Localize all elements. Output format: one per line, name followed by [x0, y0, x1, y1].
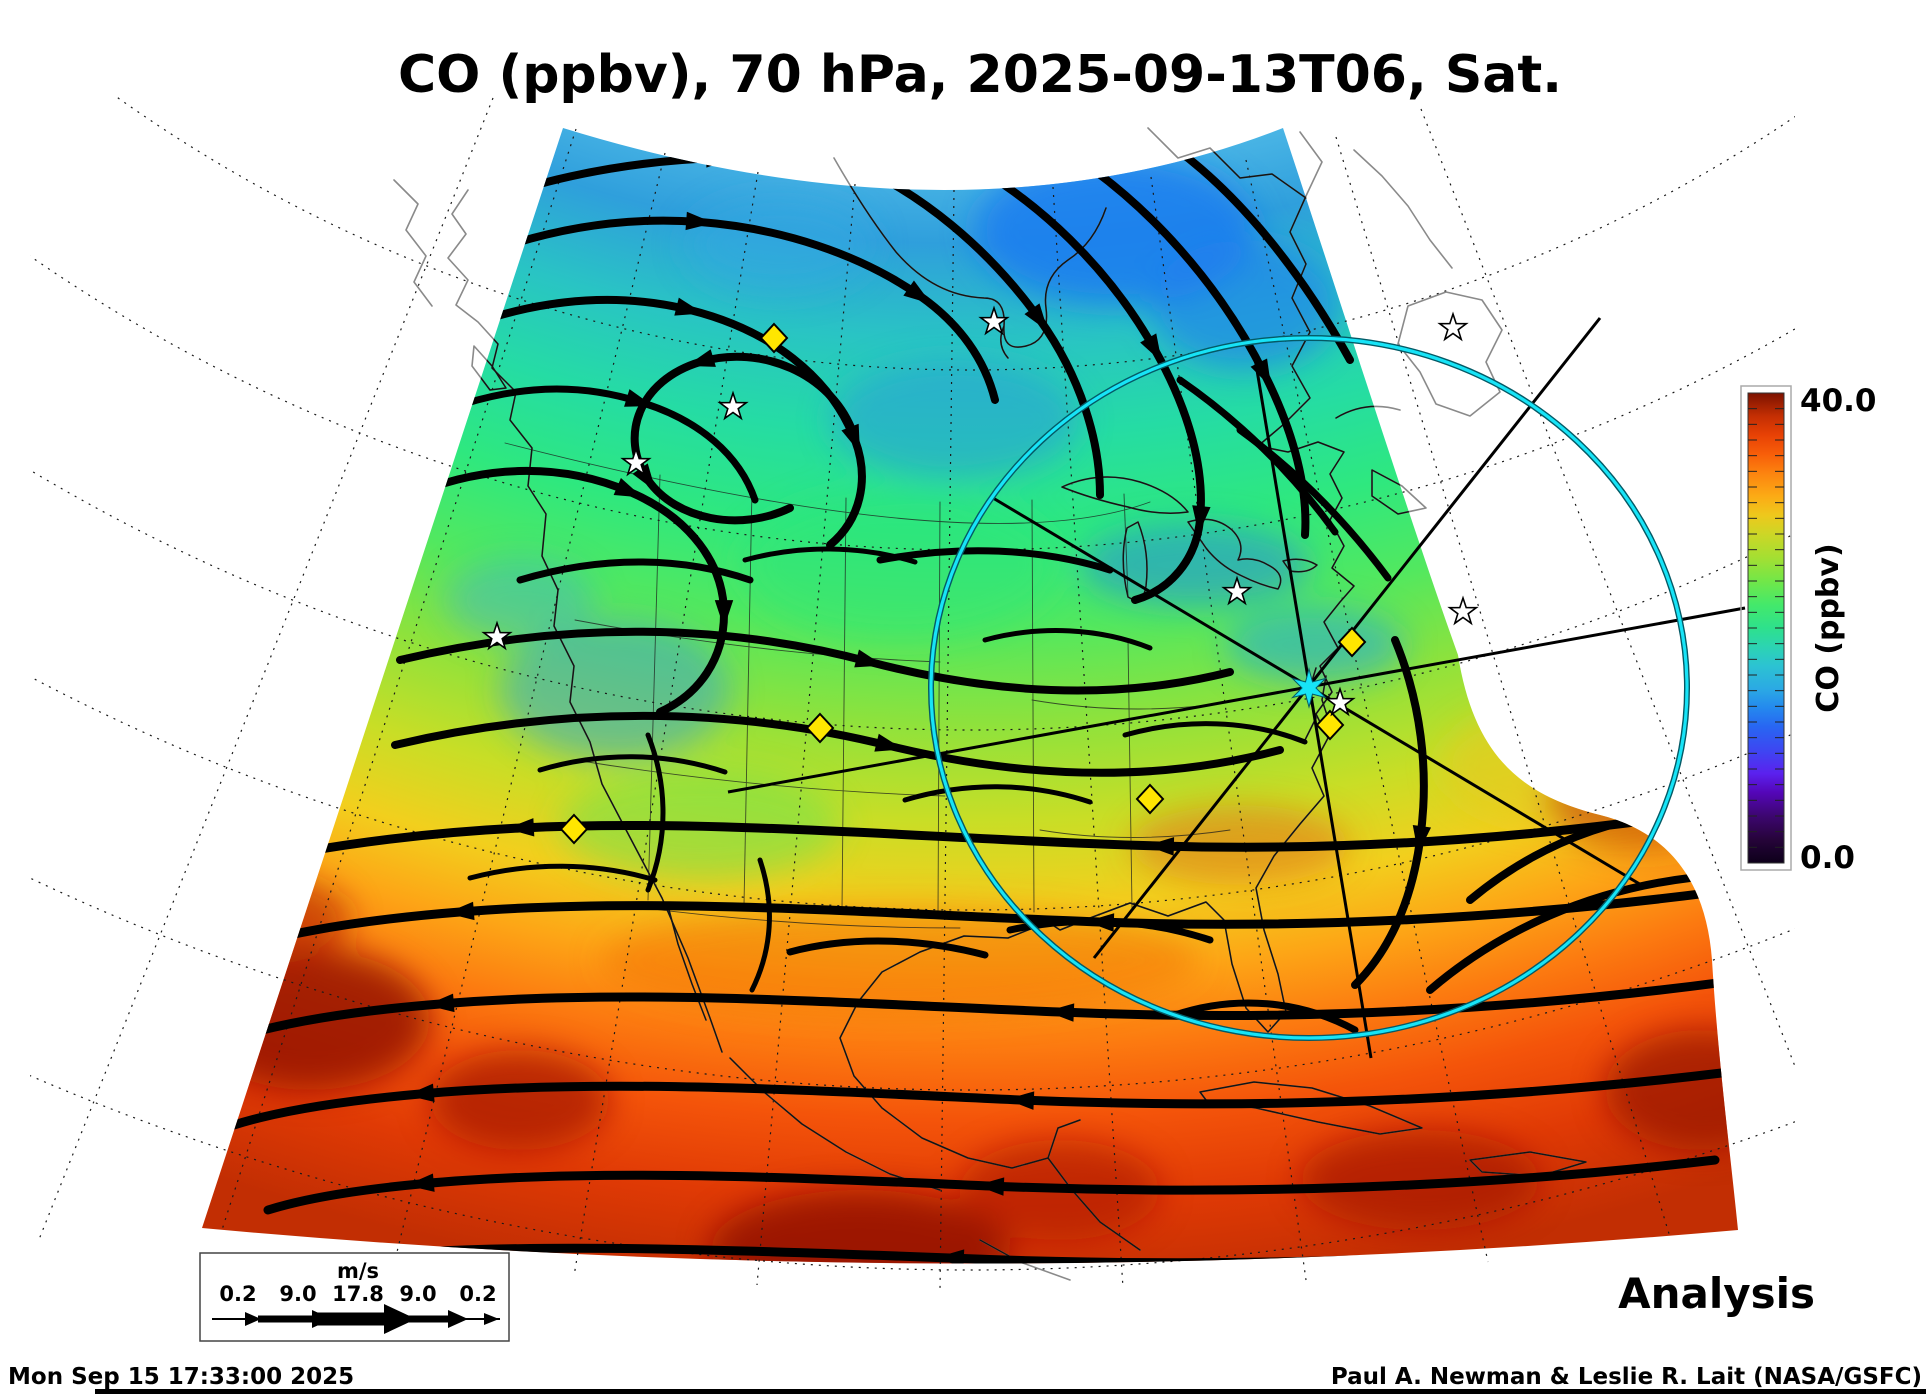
- wind-legend-value: 9.0: [279, 1282, 316, 1306]
- credit-label: Paul A. Newman & Leslie R. Lait (NASA/GS…: [1331, 1364, 1922, 1390]
- page-title: CO (ppbv), 70 hPa, 2025-09-13T06, Sat.: [398, 45, 1562, 105]
- map-canvas: 40.0 0.0 CO (ppbv) m/s 0.2 9.0 17.8 9.0 …: [0, 0, 1926, 1394]
- bottom-edge-bar: [95, 1389, 1926, 1394]
- wind-legend-value: 0.2: [459, 1282, 496, 1306]
- co-analysis-figure: 40.0 0.0 CO (ppbv) m/s 0.2 9.0 17.8 9.0 …: [0, 0, 1926, 1394]
- colorbar-axis-label: CO (ppbv): [1811, 543, 1846, 712]
- wind-legend-value: 9.0: [399, 1282, 436, 1306]
- colorbar: 40.0 0.0 CO (ppbv): [1741, 383, 1877, 876]
- coastline: [394, 180, 432, 306]
- analysis-label: Analysis: [1618, 1269, 1815, 1318]
- wind-legend-value: 17.8: [332, 1282, 384, 1306]
- wind-speed-legend: m/s 0.2 9.0 17.8 9.0 0.2: [200, 1253, 509, 1341]
- wind-legend-units-label: m/s: [337, 1259, 379, 1283]
- colorbar-max-label: 40.0: [1800, 383, 1877, 419]
- wind-legend-value: 0.2: [219, 1282, 256, 1306]
- timestamp-label: Mon Sep 15 17:33:00 2025: [8, 1364, 354, 1390]
- colorbar-min-label: 0.0: [1800, 840, 1855, 876]
- co-field: [170, 128, 1795, 1310]
- site-star-marker: [1450, 598, 1477, 623]
- site-star-marker: [1440, 314, 1467, 339]
